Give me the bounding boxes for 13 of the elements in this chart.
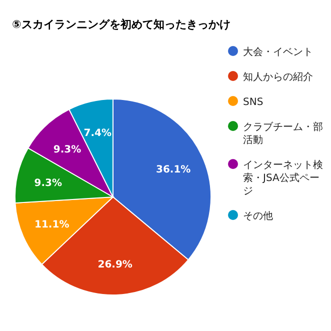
data-label: 36.1% [156, 164, 191, 176]
data-label: 9.3% [53, 144, 82, 156]
data-label: 9.3% [34, 178, 62, 189]
legend-label: 知人からの紹介 [243, 71, 313, 83]
legend-label: 大会・イベント [243, 46, 313, 58]
data-label: 11.1% [34, 220, 70, 231]
legend-label: SNS [243, 97, 264, 108]
legend-label: クラブチーム・部活動 [243, 121, 323, 146]
legend-label: インターネット検索・JSA公式ページ [243, 159, 323, 197]
data-label: 26.9% [98, 260, 132, 271]
chart-title: ⑤スカイランニングを初めて知ったきっかけ [12, 18, 230, 31]
data-label: 7.4% [84, 128, 112, 140]
legend-label: その他 [243, 210, 273, 222]
